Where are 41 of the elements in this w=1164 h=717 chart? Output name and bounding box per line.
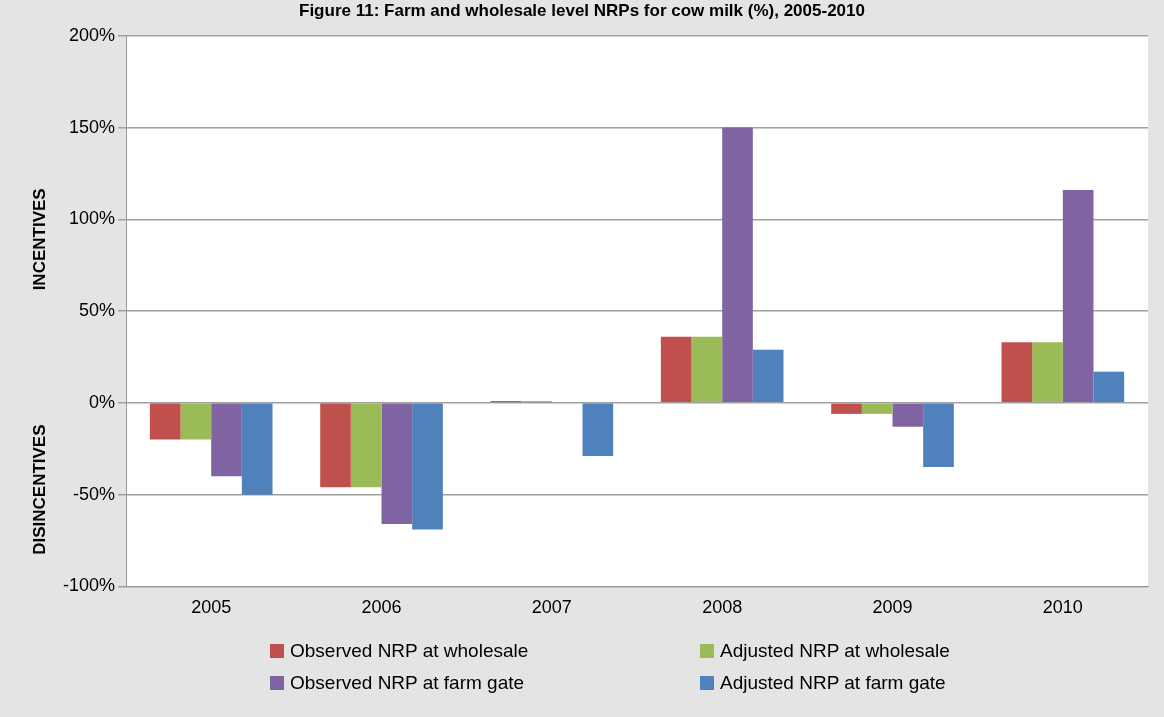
y-tick-label: -100% [63,575,116,596]
bar [691,336,723,403]
x-tick-label: 2008 [702,597,743,618]
y-tick-label: 200% [68,24,116,45]
bar [831,403,862,414]
y-tick-label: 150% [68,116,116,137]
legend-label: Adjusted NRP at farm gate [720,672,946,694]
bar [1093,371,1125,403]
text: INCENTIVES [29,188,49,291]
x-tick-label: 2006 [361,597,402,618]
bar [923,403,954,468]
bar [1032,342,1063,403]
bar [149,403,181,440]
legend-label: Adjusted NRP at wholesale [720,640,950,662]
bar [412,403,443,530]
bar [1062,189,1094,403]
chart-title: Figure 11: Farm and wholesale level NRPs for cow milk (%), 2005-2010 [298,0,866,22]
text: DISINCENTIVES [29,424,49,555]
bar [660,336,692,403]
bar [722,127,753,403]
bar [320,403,351,488]
x-tick-label: 2007 [531,597,572,618]
bar [582,403,614,457]
y-tick-label: -50% [73,483,116,504]
bar [1001,342,1033,403]
legend-label: Observed NRP at farm gate [290,672,525,694]
bar [892,403,924,427]
bar [241,403,273,495]
x-tick-label: 2009 [872,597,913,618]
x-tick-label: 2005 [191,597,232,618]
bar [211,403,242,477]
x-tick-label: 2010 [1042,597,1083,618]
legend-label: Observed NRP at wholesale [290,640,529,662]
y-tick-label: 0% [89,391,116,412]
y-tick-label: 50% [79,300,116,321]
bar [180,403,212,440]
bar [350,403,382,488]
bar [752,349,784,403]
bar [861,403,893,414]
y-tick-label: 100% [68,208,116,229]
bar [381,403,413,524]
